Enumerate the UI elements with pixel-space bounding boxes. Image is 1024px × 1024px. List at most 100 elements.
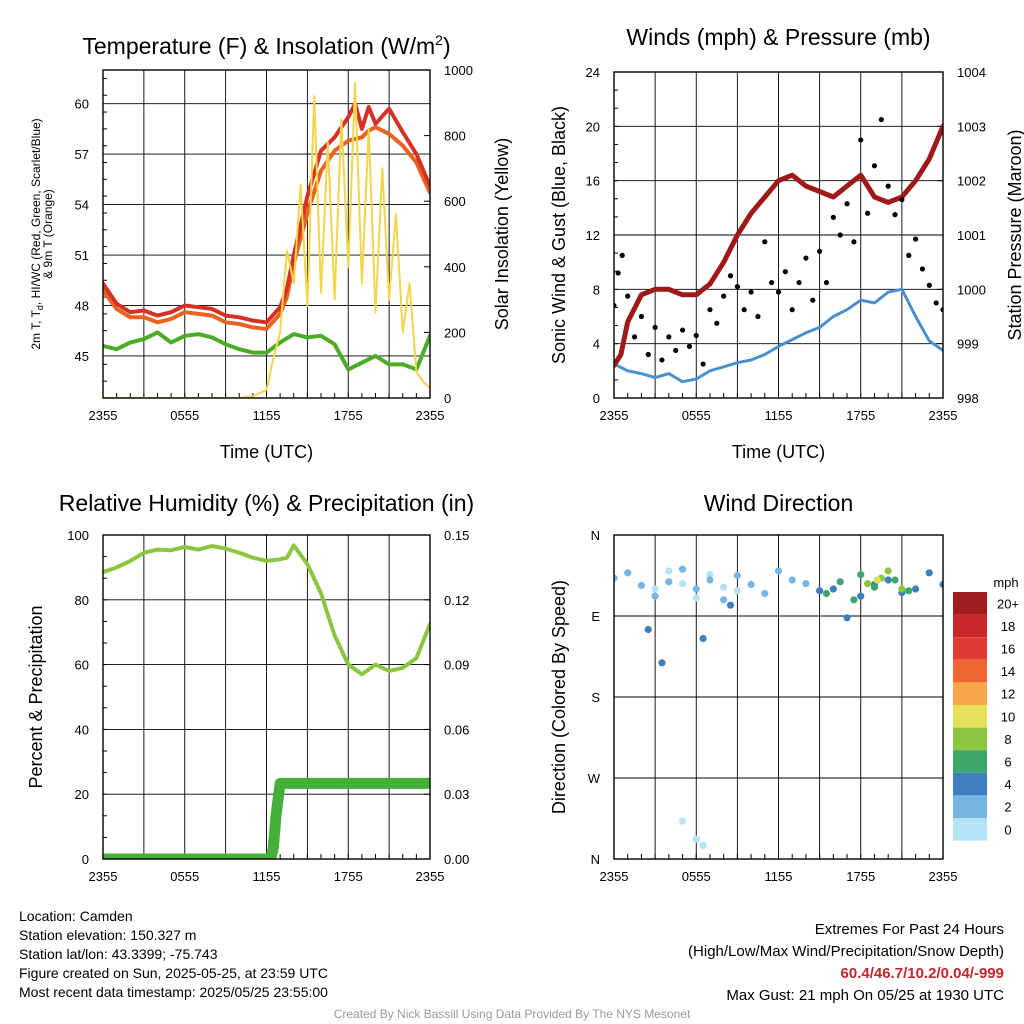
gust-point xyxy=(748,289,754,295)
wind-dir-point xyxy=(898,585,906,593)
wind-dir-point xyxy=(836,578,844,586)
y2-axis-label: Solar Insolation (Yellow) xyxy=(492,138,512,330)
wind-dir-point xyxy=(720,596,728,604)
y2-tick-label: 999 xyxy=(957,337,979,352)
y2-tick-label: 1003 xyxy=(957,119,986,134)
wind-dir-point xyxy=(678,580,687,588)
gust-point xyxy=(727,273,734,279)
x-tick-label: 0555 xyxy=(682,869,711,884)
gust-point xyxy=(851,239,857,245)
wind-dir-point xyxy=(761,589,769,598)
x-tick-label: 0555 xyxy=(170,408,199,423)
y-tick-label: N xyxy=(591,852,600,867)
legend-swatch xyxy=(953,750,987,773)
wind-dir-point xyxy=(802,580,810,588)
plot-frame xyxy=(102,69,431,399)
wind-dir-point xyxy=(857,571,865,579)
x-tick-label: 1155 xyxy=(253,408,281,423)
chart-title: Winds (mph) & Pressure (mb) xyxy=(626,24,930,50)
x-tick-label: 1155 xyxy=(765,408,793,423)
gust-point xyxy=(858,137,864,143)
y-tick-label: 8 xyxy=(593,282,600,297)
wind-dir-point xyxy=(678,817,687,825)
series-group xyxy=(614,116,943,384)
y-tick-label: E xyxy=(591,609,600,624)
legend-swatch xyxy=(953,682,987,705)
wind-dir-point xyxy=(884,576,892,584)
y-tick-label: 40 xyxy=(75,722,89,737)
legend-swatch xyxy=(953,727,987,751)
wind-dir-point xyxy=(720,583,728,591)
gust-point xyxy=(823,279,830,286)
y2-tick-label: 600 xyxy=(444,194,466,209)
series-line xyxy=(103,330,430,372)
legend-swatch xyxy=(953,614,987,638)
chart-title: Relative Humidity (%) & Precipitation (i… xyxy=(59,490,474,516)
legend-label: 18 xyxy=(1001,619,1015,634)
wind-dir-point xyxy=(911,585,920,593)
gust-point xyxy=(789,307,795,313)
extremes-panel: Extremes For Past 24 Hours (High/Low/Max… xyxy=(688,919,1004,1007)
gust-point xyxy=(625,293,631,299)
legend-swatch xyxy=(953,795,987,818)
y2-tick-label: 0.06 xyxy=(444,722,469,737)
gust-point xyxy=(666,334,672,340)
y-tick-label: 0 xyxy=(82,852,89,867)
ylabel-part: , HI/WC (Red, Green, Scarlet/Blue) xyxy=(29,118,43,305)
y2-tick-label: 1000 xyxy=(957,282,986,297)
gust-point xyxy=(810,297,816,303)
wind-dir-point xyxy=(637,581,646,590)
y-axis-label: Direction (Colored By Speed) xyxy=(549,580,569,814)
gust-point xyxy=(796,279,802,286)
wind-dir-point xyxy=(733,587,741,595)
y-tick-label: W xyxy=(588,771,601,786)
gust-point xyxy=(615,270,621,276)
y-tick-label: N xyxy=(591,528,600,543)
wind-dir-point xyxy=(864,580,872,588)
plot-frame xyxy=(613,534,944,860)
series-line xyxy=(103,543,430,677)
plot-frame xyxy=(613,71,944,399)
wind-dir-point xyxy=(891,576,899,584)
gust-point xyxy=(844,201,850,207)
wind-dir-point xyxy=(665,567,673,575)
legend-label: 8 xyxy=(1004,732,1011,747)
x-tick-label: 2355 xyxy=(600,869,629,884)
series-line xyxy=(614,287,943,384)
plot-frame xyxy=(102,534,431,860)
extremes-subtitle: (High/Low/Max Wind/Precipitation/Snow De… xyxy=(688,943,1004,960)
legend-swatch xyxy=(953,592,987,615)
gust-point xyxy=(926,282,932,288)
y-tick-label: 20 xyxy=(75,787,89,802)
gust-point xyxy=(803,255,809,261)
gust-point xyxy=(837,232,843,238)
legend-swatch xyxy=(953,772,987,796)
y2-tick-label: 1004 xyxy=(957,65,986,80)
y-tick-label: 100 xyxy=(67,528,89,543)
gust-point xyxy=(721,293,727,299)
recent-text: Most recent data timestamp: 2025/05/25 2… xyxy=(19,984,328,1000)
gust-point xyxy=(865,210,871,216)
wind-dir-point xyxy=(692,585,700,593)
wind-dir-point xyxy=(873,576,881,584)
gust-point xyxy=(919,266,926,272)
legend-swatch xyxy=(953,637,987,660)
gust-point xyxy=(714,320,720,326)
gust-point xyxy=(686,343,692,349)
y2-tick-label: 0.00 xyxy=(444,852,469,867)
wind-dir-point xyxy=(658,659,666,667)
y2-axis-label: Station Pressure (Maroon) xyxy=(1005,129,1024,340)
legend-label: 0 xyxy=(1004,822,1011,837)
gust-point xyxy=(817,248,823,254)
credit-footer: Created By Nick Bassill Using Data Provi… xyxy=(333,1007,691,1021)
legend-swatch xyxy=(953,705,987,728)
wind-dir-point xyxy=(788,576,796,584)
y-tick-label: 0 xyxy=(593,391,600,406)
ylabel-part: 2m T, T xyxy=(29,309,43,349)
y-axis-label: Sonic Wind & Gust (Blue, Black) xyxy=(549,106,569,364)
wind-dir-point xyxy=(706,576,714,584)
x-tick-label: 1155 xyxy=(765,869,793,884)
chart-title: Temperature (F) & Insolation (W/m2) xyxy=(82,32,450,59)
gust-point xyxy=(762,239,768,245)
wind-dir-point xyxy=(822,589,831,598)
